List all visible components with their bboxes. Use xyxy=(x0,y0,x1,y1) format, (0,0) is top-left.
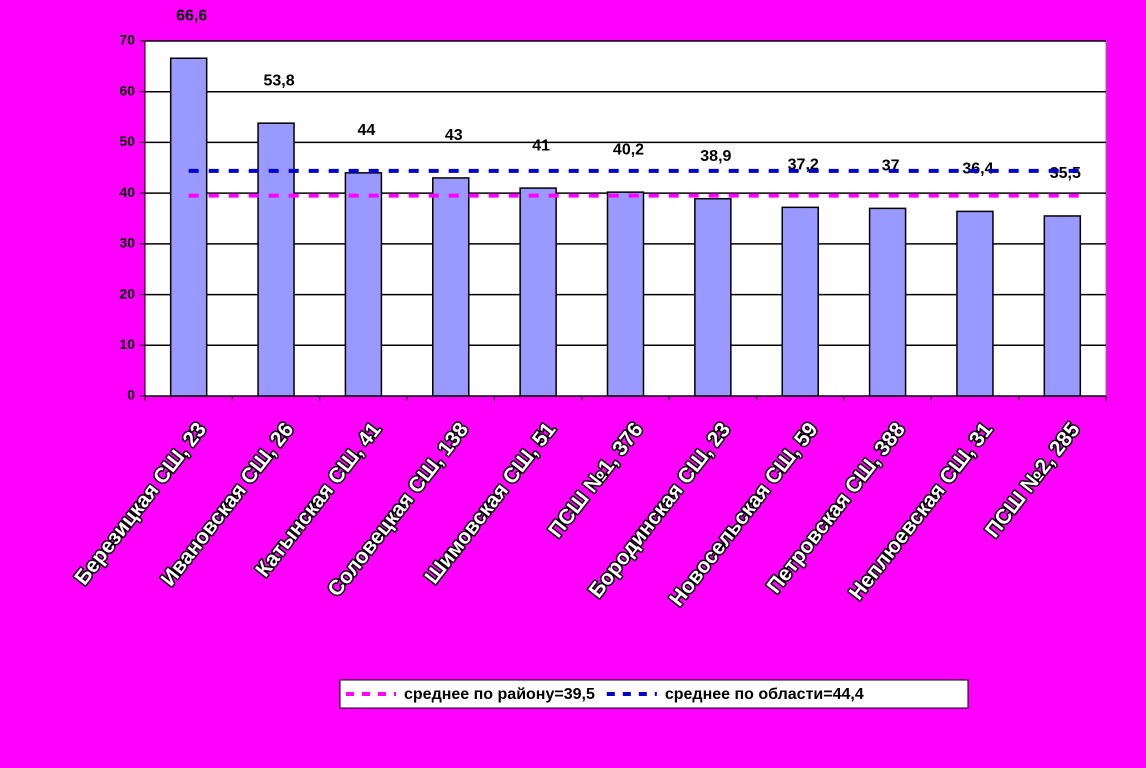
bar xyxy=(169,57,208,397)
value-label: 40,2 xyxy=(613,141,644,158)
value-label: 66,6 xyxy=(176,7,207,24)
value-label: 38,9 xyxy=(700,148,731,165)
legend-label: среднее по области=44,4 xyxy=(665,686,864,703)
y-tick-label: 30 xyxy=(119,235,135,251)
bar xyxy=(694,197,732,397)
bar xyxy=(432,177,470,397)
bar xyxy=(344,172,383,397)
y-tick-label: 40 xyxy=(119,184,135,200)
y-tick-label: 50 xyxy=(119,133,135,149)
y-tick-label: 0 xyxy=(127,387,135,403)
y-tick-label: 20 xyxy=(119,285,135,301)
y-tick-label: 10 xyxy=(119,336,135,352)
y-tick-label: 60 xyxy=(119,82,135,98)
bar xyxy=(956,210,994,397)
y-tick-label: 70 xyxy=(119,32,135,48)
bar xyxy=(781,206,819,397)
value-label: 35,5 xyxy=(1050,165,1081,182)
bar xyxy=(257,122,295,397)
value-label: 43 xyxy=(445,127,463,144)
bar xyxy=(868,207,907,397)
bar xyxy=(519,187,557,397)
bar xyxy=(1043,215,1082,397)
legend-box xyxy=(339,679,969,709)
value-label: 53,8 xyxy=(263,72,294,89)
value-label: 44 xyxy=(358,122,376,139)
legend-label: среднее по району=39,5 xyxy=(404,686,595,703)
bar xyxy=(606,191,645,397)
value-label: 41 xyxy=(532,137,550,154)
